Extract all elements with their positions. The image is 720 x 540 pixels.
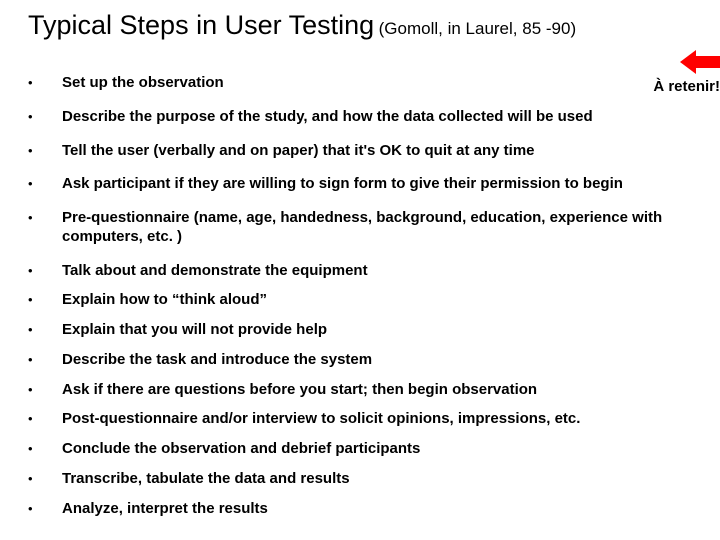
bullet-icon: • bbox=[28, 500, 62, 517]
bullet-icon: • bbox=[28, 291, 62, 308]
bullet-icon: • bbox=[28, 440, 62, 457]
list-item: •Tell the user (verbally and on paper) t… bbox=[28, 142, 708, 161]
list-item-text: Analyze, interpret the results bbox=[62, 500, 708, 519]
list-item: •Conclude the observation and debrief pa… bbox=[28, 440, 708, 459]
bullet-list: •Set up the observation•Describe the pur… bbox=[28, 74, 708, 529]
list-item-text: Pre-questionnaire (name, age, handedness… bbox=[62, 209, 708, 247]
bullet-icon: • bbox=[28, 175, 62, 192]
list-item-text: Explain that you will not provide help bbox=[62, 321, 708, 340]
bullet-icon: • bbox=[28, 351, 62, 368]
bullet-icon: • bbox=[28, 74, 62, 91]
list-item: •Explain that you will not provide help bbox=[28, 321, 708, 340]
list-item-text: Ask participant if they are willing to s… bbox=[62, 175, 708, 194]
slide-title: Typical Steps in User Testing bbox=[28, 10, 374, 40]
list-item: •Analyze, interpret the results bbox=[28, 500, 708, 519]
bullet-icon: • bbox=[28, 142, 62, 159]
list-item: •Describe the purpose of the study, and … bbox=[28, 108, 708, 127]
bullet-icon: • bbox=[28, 470, 62, 487]
list-item-text: Talk about and demonstrate the equipment bbox=[62, 262, 708, 281]
slide: Typical Steps in User Testing (Gomoll, i… bbox=[0, 0, 720, 540]
list-item-text: Set up the observation bbox=[62, 74, 708, 93]
list-item-text: Ask if there are questions before you st… bbox=[62, 381, 708, 400]
list-item-text: Describe the task and introduce the syst… bbox=[62, 351, 708, 370]
list-item-text: Describe the purpose of the study, and h… bbox=[62, 108, 708, 127]
bullet-icon: • bbox=[28, 321, 62, 338]
list-item-text: Conclude the observation and debrief par… bbox=[62, 440, 708, 459]
list-item-text: Transcribe, tabulate the data and result… bbox=[62, 470, 708, 489]
bullet-icon: • bbox=[28, 410, 62, 427]
left-arrow-icon bbox=[680, 50, 720, 74]
title-row: Typical Steps in User Testing (Gomoll, i… bbox=[0, 10, 720, 41]
slide-citation: (Gomoll, in Laurel, 85 -90) bbox=[379, 19, 576, 38]
list-item-text: Tell the user (verbally and on paper) th… bbox=[62, 142, 708, 161]
list-item: •Ask participant if they are willing to … bbox=[28, 175, 708, 194]
bullet-icon: • bbox=[28, 209, 62, 226]
bullet-icon: • bbox=[28, 262, 62, 279]
bullet-icon: • bbox=[28, 108, 62, 125]
list-item: •Ask if there are questions before you s… bbox=[28, 381, 708, 400]
list-item: •Pre-questionnaire (name, age, handednes… bbox=[28, 209, 708, 247]
list-item: •Explain how to “think aloud” bbox=[28, 291, 708, 310]
list-item: •Transcribe, tabulate the data and resul… bbox=[28, 470, 708, 489]
list-item: •Post-questionnaire and/or interview to … bbox=[28, 410, 708, 429]
list-item: •Talk about and demonstrate the equipmen… bbox=[28, 262, 708, 281]
list-item-text: Explain how to “think aloud” bbox=[62, 291, 708, 310]
list-item-text: Post-questionnaire and/or interview to s… bbox=[62, 410, 708, 429]
list-item: •Describe the task and introduce the sys… bbox=[28, 351, 708, 370]
bullet-icon: • bbox=[28, 381, 62, 398]
list-item: •Set up the observation bbox=[28, 74, 708, 93]
